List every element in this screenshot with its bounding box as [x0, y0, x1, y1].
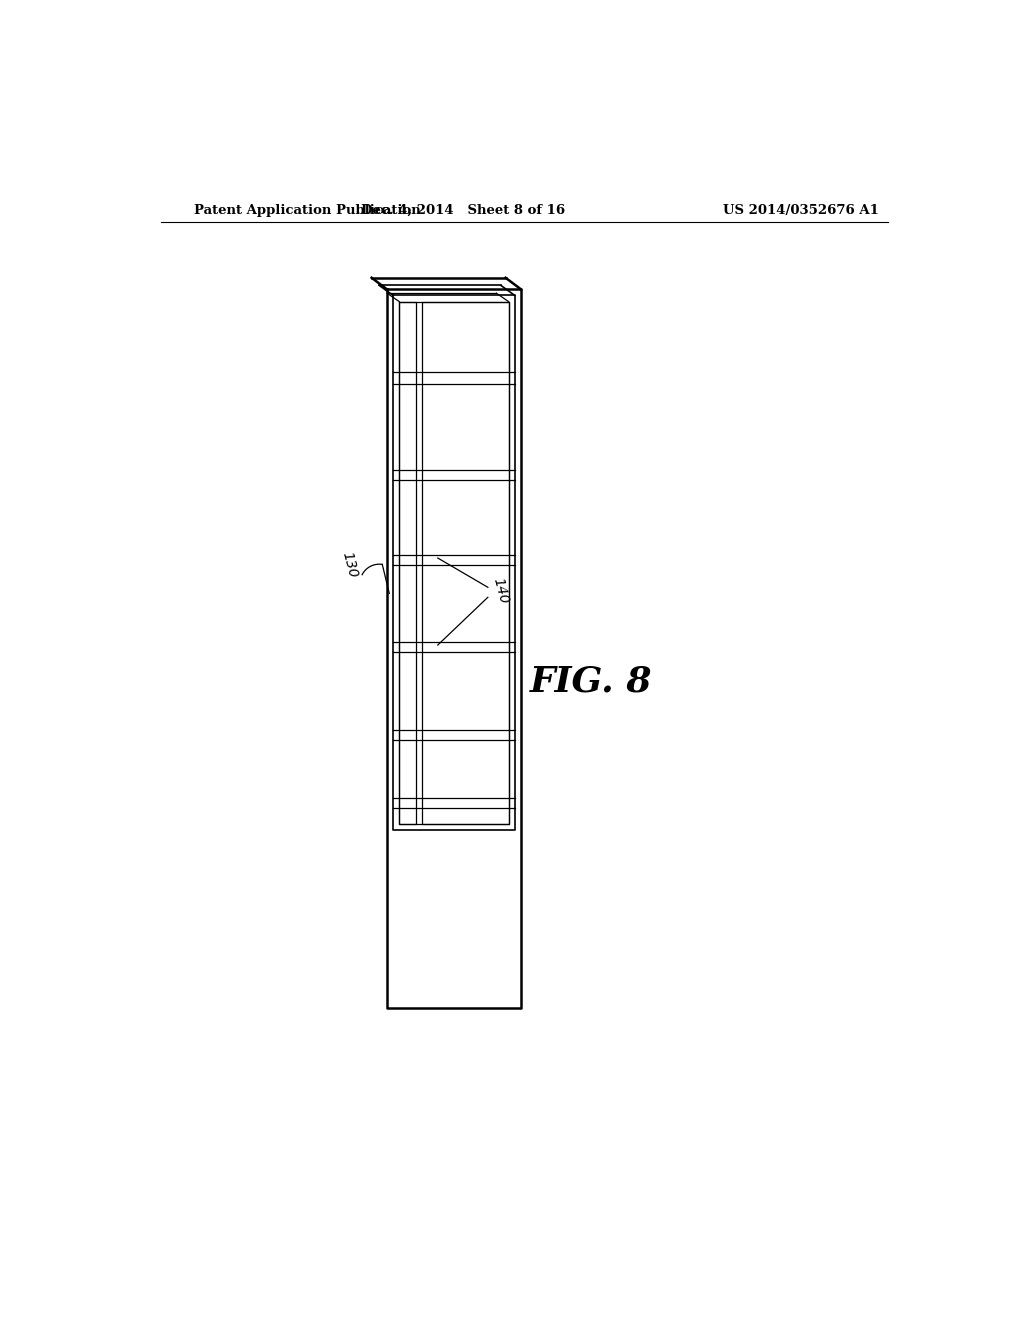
Text: Dec. 4, 2014   Sheet 8 of 16: Dec. 4, 2014 Sheet 8 of 16 — [361, 205, 565, 218]
Text: 140: 140 — [490, 577, 511, 606]
Text: US 2014/0352676 A1: US 2014/0352676 A1 — [723, 205, 879, 218]
Text: 130: 130 — [340, 550, 360, 579]
Text: Patent Application Publication: Patent Application Publication — [194, 205, 421, 218]
Text: FIG. 8: FIG. 8 — [529, 665, 652, 700]
